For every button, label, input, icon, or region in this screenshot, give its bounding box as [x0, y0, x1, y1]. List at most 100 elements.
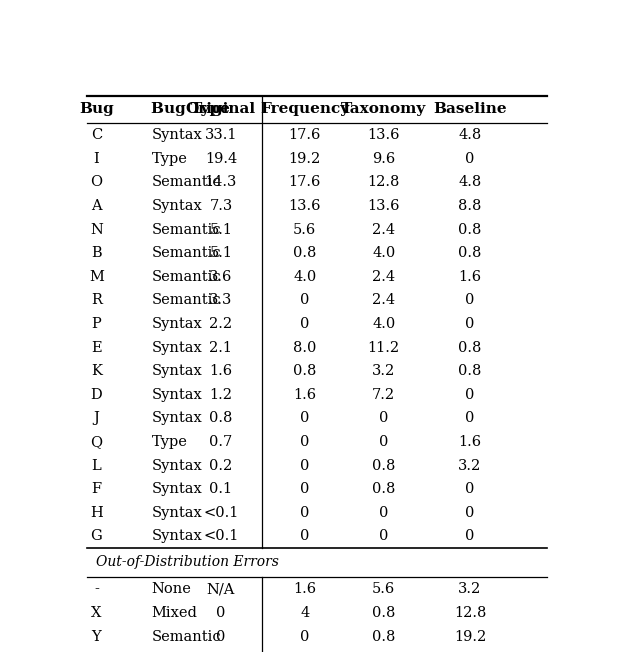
Text: 0.8: 0.8: [293, 364, 316, 378]
Text: 17.6: 17.6: [289, 175, 321, 190]
Text: Syntax: Syntax: [151, 506, 202, 520]
Text: 0: 0: [465, 482, 475, 496]
Text: 0: 0: [300, 293, 310, 307]
Text: 12.8: 12.8: [454, 606, 486, 620]
Text: 4.8: 4.8: [459, 128, 481, 142]
Text: 17.6: 17.6: [289, 128, 321, 142]
Text: 0.8: 0.8: [459, 246, 481, 260]
Text: Mixed: Mixed: [151, 606, 197, 620]
Text: 0: 0: [379, 506, 389, 520]
Text: 0: 0: [300, 630, 310, 644]
Text: G: G: [90, 529, 103, 543]
Text: 8.8: 8.8: [459, 199, 481, 213]
Text: 14.3: 14.3: [205, 175, 237, 190]
Text: 19.4: 19.4: [205, 152, 237, 166]
Text: 4.8: 4.8: [459, 175, 481, 190]
Text: 1.6: 1.6: [293, 388, 316, 402]
Text: R: R: [91, 293, 102, 307]
Text: 0: 0: [300, 435, 310, 449]
Text: F: F: [91, 482, 101, 496]
Text: Syntax: Syntax: [151, 128, 202, 142]
Text: Baseline: Baseline: [433, 102, 507, 116]
Text: 2.2: 2.2: [210, 317, 232, 331]
Text: N/A: N/A: [207, 582, 235, 597]
Text: 0.8: 0.8: [293, 246, 316, 260]
Text: 0.1: 0.1: [210, 482, 232, 496]
Text: K: K: [91, 364, 102, 378]
Text: 7.2: 7.2: [372, 388, 396, 402]
Text: 0: 0: [465, 529, 475, 543]
Text: Syntax: Syntax: [151, 529, 202, 543]
Text: 0: 0: [216, 606, 226, 620]
Text: Syntax: Syntax: [151, 388, 202, 402]
Text: 3.6: 3.6: [210, 270, 232, 284]
Text: 1.6: 1.6: [459, 435, 481, 449]
Text: 0: 0: [216, 630, 226, 644]
Text: Syntax: Syntax: [151, 458, 202, 473]
Text: 0: 0: [465, 293, 475, 307]
Text: M: M: [89, 270, 104, 284]
Text: 13.6: 13.6: [368, 199, 400, 213]
Text: D: D: [90, 388, 103, 402]
Text: 11.2: 11.2: [368, 340, 400, 355]
Text: Frequency: Frequency: [260, 102, 349, 116]
Text: J: J: [93, 411, 99, 425]
Text: 2.4: 2.4: [372, 222, 396, 237]
Text: Y: Y: [91, 630, 101, 644]
Text: 0: 0: [300, 482, 310, 496]
Text: Semantic: Semantic: [151, 222, 221, 237]
Text: 13.6: 13.6: [368, 128, 400, 142]
Text: 13.6: 13.6: [289, 199, 321, 213]
Text: 1.2: 1.2: [210, 388, 232, 402]
Text: 4.0: 4.0: [372, 317, 396, 331]
Text: 19.2: 19.2: [454, 630, 486, 644]
Text: 0: 0: [465, 388, 475, 402]
Text: X: X: [91, 606, 101, 620]
Text: 1.6: 1.6: [210, 364, 232, 378]
Text: 0.8: 0.8: [372, 630, 396, 644]
Text: P: P: [91, 317, 101, 331]
Text: B: B: [91, 246, 102, 260]
Text: Type: Type: [151, 152, 187, 166]
Text: 33.1: 33.1: [205, 128, 237, 142]
Text: 2.1: 2.1: [210, 340, 232, 355]
Text: -: -: [94, 582, 99, 597]
Text: 5.6: 5.6: [372, 582, 396, 597]
Text: Semantic: Semantic: [151, 630, 221, 644]
Text: 4: 4: [300, 606, 310, 620]
Text: 8.0: 8.0: [293, 340, 316, 355]
Text: L: L: [91, 458, 101, 473]
Text: 0: 0: [465, 411, 475, 425]
Text: 2.4: 2.4: [372, 293, 396, 307]
Text: 0: 0: [300, 506, 310, 520]
Text: 0.7: 0.7: [210, 435, 232, 449]
Text: 3.2: 3.2: [372, 364, 396, 378]
Text: Out-of-Distribution Errors: Out-of-Distribution Errors: [96, 555, 279, 569]
Text: C: C: [91, 128, 102, 142]
Text: O: O: [90, 175, 103, 190]
Text: 1.6: 1.6: [293, 582, 316, 597]
Text: Syntax: Syntax: [151, 340, 202, 355]
Text: 0.8: 0.8: [210, 411, 232, 425]
Text: 0: 0: [465, 152, 475, 166]
Text: 0: 0: [465, 317, 475, 331]
Text: Q: Q: [90, 435, 103, 449]
Text: 5.6: 5.6: [293, 222, 316, 237]
Text: I: I: [93, 152, 99, 166]
Text: Bug Type: Bug Type: [151, 102, 231, 116]
Text: Semantic: Semantic: [151, 246, 221, 260]
Text: Bug: Bug: [79, 102, 114, 116]
Text: 2.4: 2.4: [372, 270, 396, 284]
Text: 0: 0: [379, 529, 389, 543]
Text: <0.1: <0.1: [203, 529, 239, 543]
Text: Original: Original: [186, 102, 256, 116]
Text: 4.0: 4.0: [372, 246, 396, 260]
Text: E: E: [91, 340, 102, 355]
Text: Semantic: Semantic: [151, 293, 221, 307]
Text: 0: 0: [379, 435, 389, 449]
Text: H: H: [90, 506, 103, 520]
Text: 0: 0: [300, 529, 310, 543]
Text: Syntax: Syntax: [151, 364, 202, 378]
Text: 0.8: 0.8: [372, 482, 396, 496]
Text: Syntax: Syntax: [151, 199, 202, 213]
